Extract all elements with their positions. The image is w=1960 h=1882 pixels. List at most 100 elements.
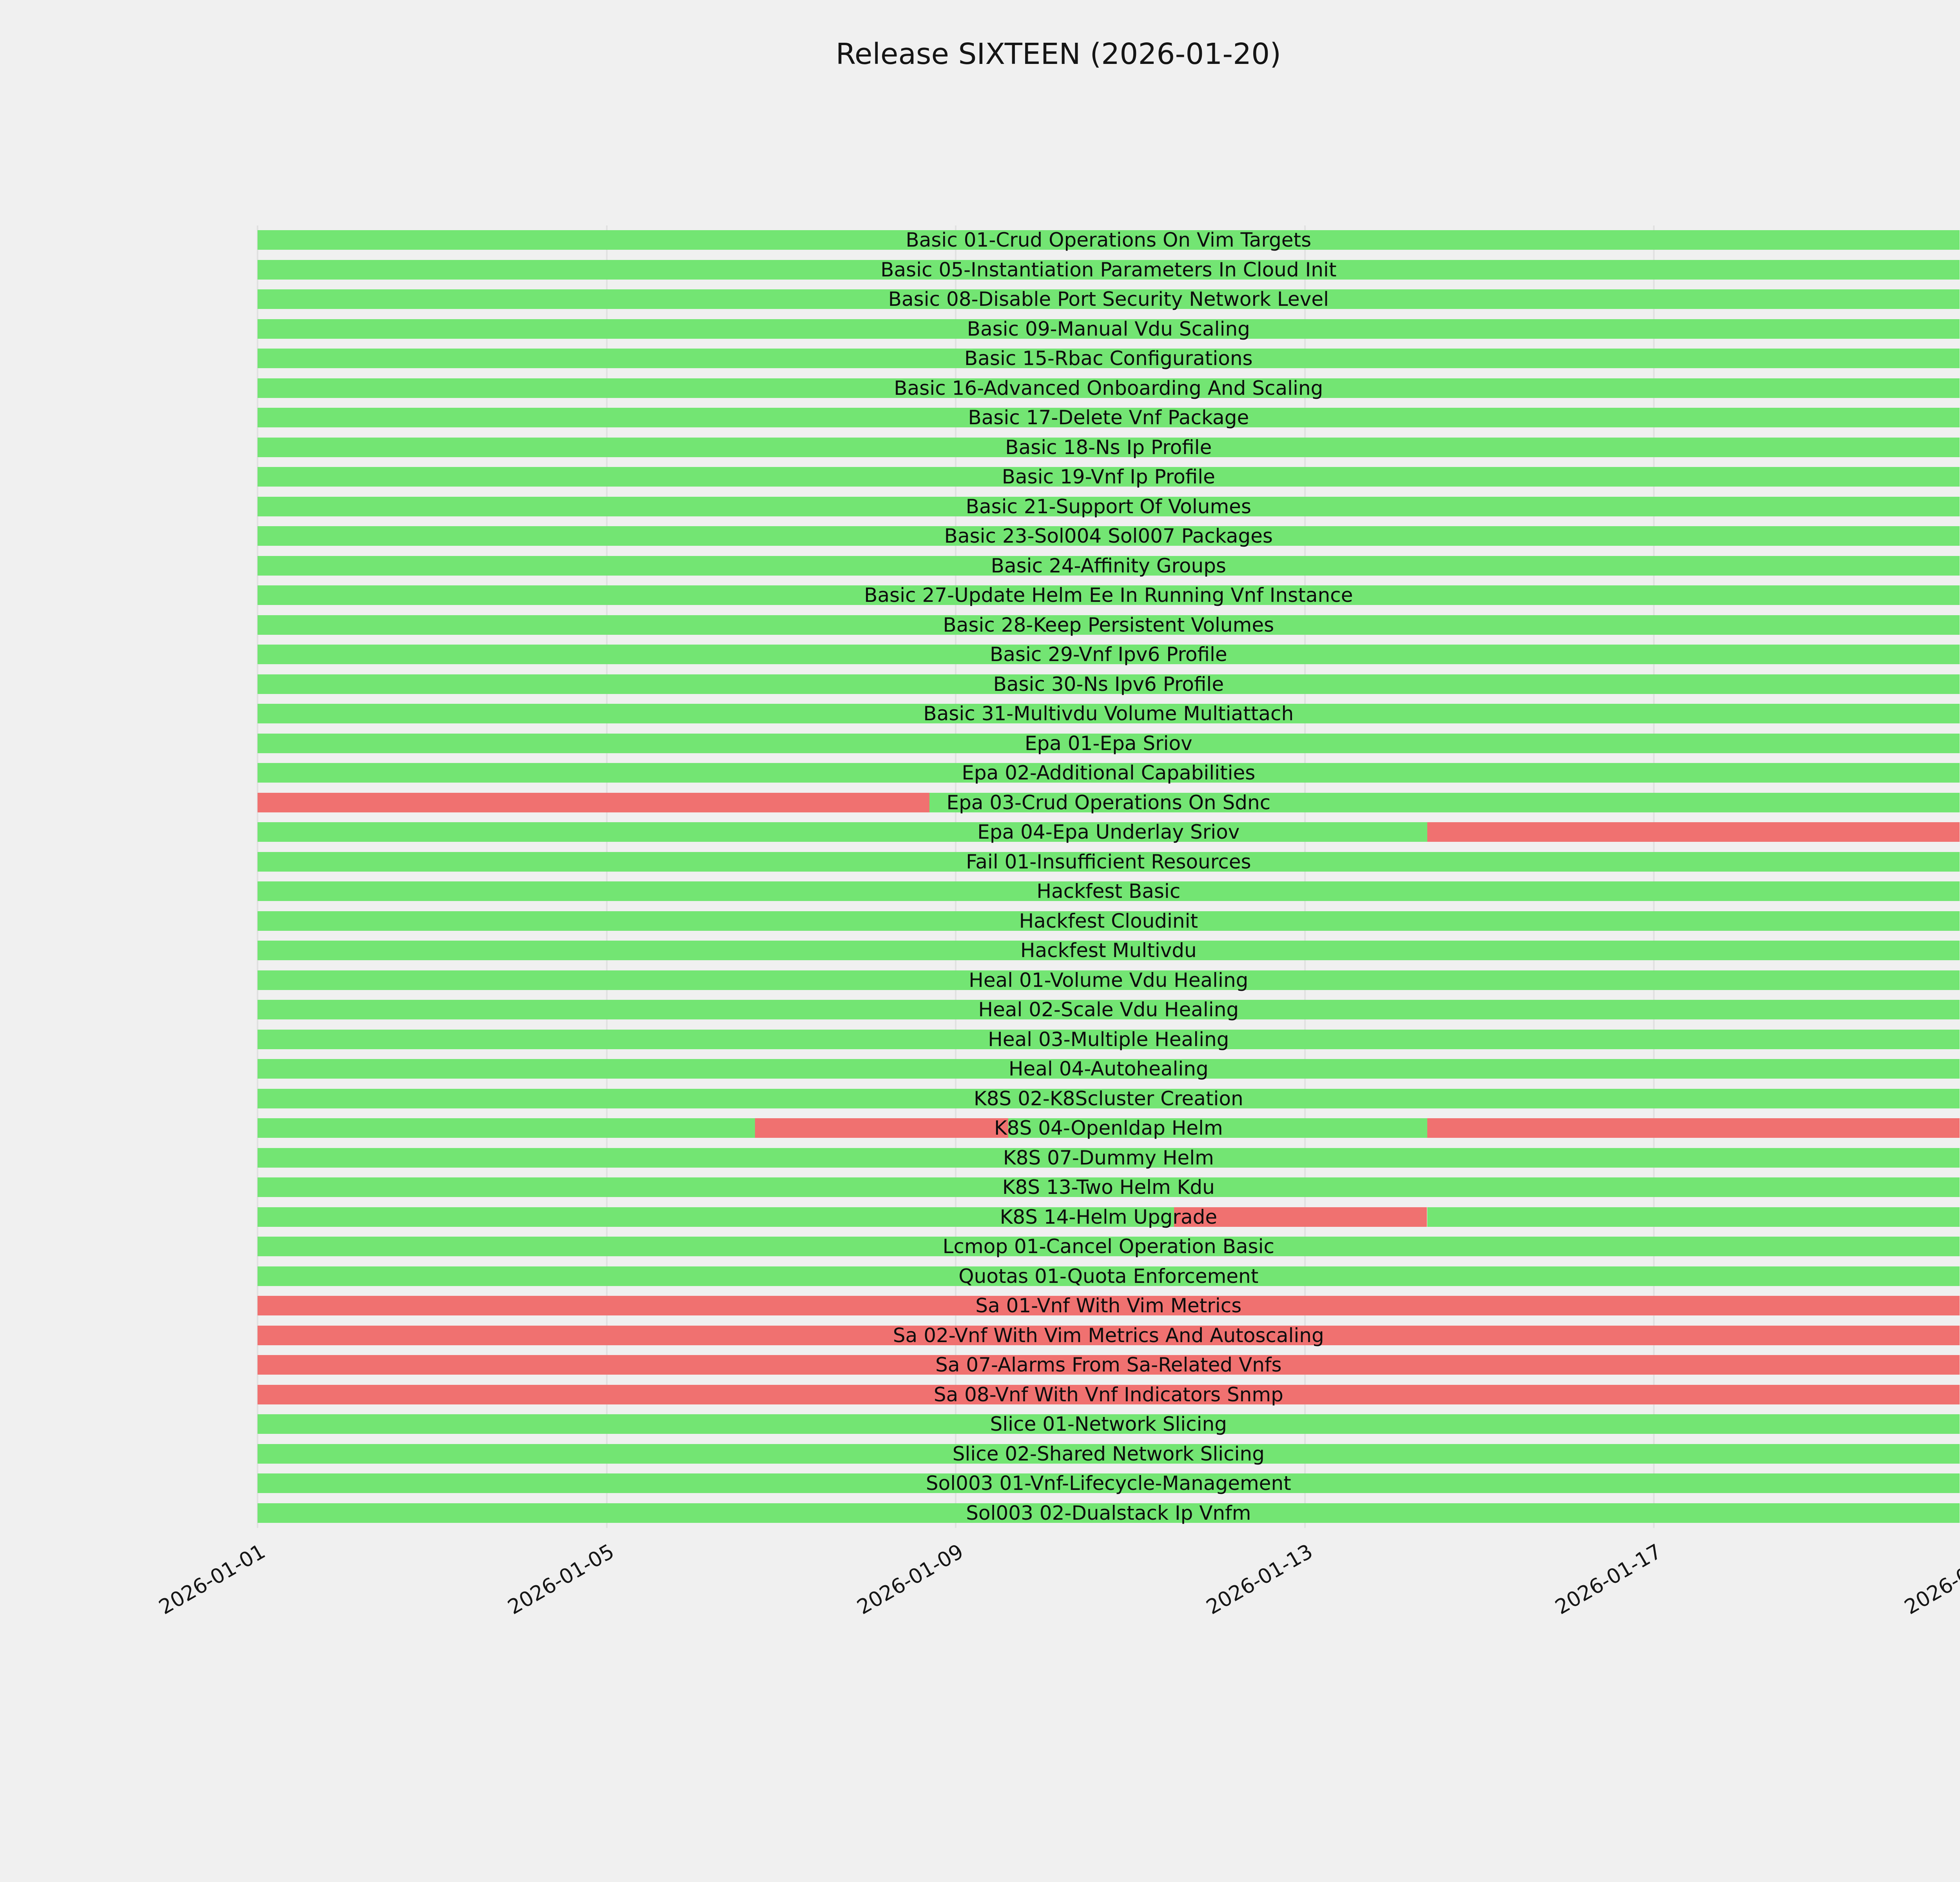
gantt-bar-segment-pass — [258, 674, 1960, 694]
task-label: Basic 08-Disable Port Security Network L… — [888, 288, 1329, 311]
task-row: Slice 01-Network Slicing — [258, 1410, 1960, 1439]
task-label: Basic 28-Keep Persistent Volumes — [943, 613, 1274, 636]
task-row: Heal 03-Multiple Healing — [258, 1025, 1960, 1054]
gantt-bar-segment-pass — [258, 1177, 1960, 1197]
task-row: Slice 02-Shared Network Slicing — [258, 1439, 1960, 1469]
task-label: Heal 04-Autohealing — [1008, 1057, 1209, 1080]
task-label: Heal 03-Multiple Healing — [988, 1028, 1229, 1051]
gantt-bar-segment-pass — [258, 1118, 755, 1138]
task-label: Slice 02-Shared Network Slicing — [952, 1442, 1265, 1465]
task-label: Sa 01-Vnf With Vim Metrics — [975, 1294, 1242, 1317]
task-label: K8S 13-Two Helm Kdu — [1002, 1176, 1215, 1199]
task-label: Basic 18-Ns Ip Profile — [1005, 436, 1212, 459]
gantt-bar-segment-fail — [258, 792, 930, 812]
task-row: Epa 01-Epa Sriov — [258, 729, 1960, 758]
task-label: Basic 21-Support Of Volumes — [965, 495, 1252, 518]
gantt-bar-segment-pass — [258, 319, 1960, 339]
task-row: Basic 16-Advanced Onboarding And Scaling — [258, 374, 1960, 403]
gantt-bar-segment-pass — [258, 704, 1960, 723]
x-tick-label: 2026-01-21 — [1900, 1540, 1960, 1620]
task-row: K8S 04-Openldap Helm — [258, 1114, 1960, 1143]
gantt-bar-segment-pass — [258, 437, 1960, 457]
gantt-bar-segment-pass — [258, 1237, 1960, 1256]
task-label: Epa 04-Epa Underlay Sriov — [977, 821, 1240, 843]
task-label: Basic 17-Delete Vnf Package — [968, 406, 1249, 429]
task-row: Lcmop 01-Cancel Operation Basic — [258, 1232, 1960, 1261]
task-row: Quotas 01-Quota Enforcement — [258, 1262, 1960, 1291]
task-label: K8S 02-K8Scluster Creation — [973, 1087, 1243, 1110]
task-label: Heal 01-Volume Vdu Healing — [969, 968, 1249, 992]
task-label: Basic 30-Ns Ipv6 Profile — [993, 672, 1224, 696]
task-label: Heal 02-Scale Vdu Healing — [978, 998, 1239, 1021]
task-row: K8S 02-K8Scluster Creation — [258, 1084, 1960, 1114]
task-row: Hackfest Cloudinit — [258, 906, 1960, 936]
task-label: Basic 05-Instantiation Parameters In Clo… — [880, 258, 1337, 281]
gantt-bar-segment-fail — [1174, 1207, 1427, 1227]
x-tick-label: 2026-01-13 — [1202, 1540, 1317, 1620]
task-label: Basic 15-Rbac Configurations — [964, 347, 1253, 370]
task-row: Hackfest Multivdu — [258, 936, 1960, 965]
task-row: K8S 14-Helm Upgrade — [258, 1203, 1960, 1232]
task-label: Sa 02-Vnf With Vim Metrics And Autoscali… — [893, 1324, 1324, 1347]
task-row: Basic 15-Rbac Configurations — [258, 344, 1960, 373]
task-row: Heal 01-Volume Vdu Healing — [258, 966, 1960, 995]
gantt-bar-segment-pass — [258, 230, 1960, 250]
gridline — [1653, 225, 1655, 1528]
task-row: Fail 01-Insufficient Resources — [258, 847, 1960, 877]
gantt-bar-segment-fail — [1427, 1118, 1960, 1138]
gantt-bar-segment-pass — [1427, 1207, 1960, 1227]
gridline — [1304, 225, 1306, 1528]
gantt-bar-segment-pass — [258, 260, 1960, 280]
task-label: Sol003 02-Dualstack Ip Vnfm — [966, 1501, 1251, 1524]
gantt-bar-segment-pass — [258, 1148, 1960, 1168]
task-label: Slice 01-Network Slicing — [990, 1413, 1227, 1435]
gantt-bar-segment-fail — [258, 1325, 1960, 1345]
gantt-bar-segment-fail — [258, 1384, 1960, 1404]
task-label: Sa 08-Vnf With Vnf Indicators Snmp — [933, 1383, 1283, 1406]
task-label: Epa 01-Epa Sriov — [1024, 732, 1192, 755]
gantt-bar-segment-pass — [258, 1503, 1960, 1523]
task-label: Basic 31-Multivdu Volume Multiattach — [923, 702, 1294, 725]
task-row: Basic 08-Disable Port Security Network L… — [258, 285, 1960, 314]
task-row: Basic 05-Instantiation Parameters In Clo… — [258, 255, 1960, 285]
task-row: Basic 29-Vnf Ipv6 Profile — [258, 640, 1960, 669]
task-label: Hackfest Multivdu — [1020, 939, 1197, 962]
task-row: Basic 30-Ns Ipv6 Profile — [258, 670, 1960, 699]
x-tick-label: 2026-01-05 — [504, 1540, 619, 1620]
task-label: Sa 07-Alarms From Sa-Related Vnfs — [935, 1353, 1282, 1376]
task-label: Basic 27-Update Helm Ee In Running Vnf I… — [864, 584, 1353, 607]
task-row: Basic 21-Support Of Volumes — [258, 492, 1960, 521]
task-label: Basic 24-Affinity Groups — [991, 554, 1226, 577]
task-label: Basic 19-Vnf Ip Profile — [1002, 465, 1215, 488]
task-row: Basic 01-Crud Operations On Vim Targets — [258, 225, 1960, 255]
task-row: Epa 02-Additional Capabilities — [258, 758, 1960, 788]
task-row: K8S 07-Dummy Helm — [258, 1143, 1960, 1173]
task-label: K8S 04-Openldap Helm — [994, 1117, 1223, 1139]
task-label: K8S 07-Dummy Helm — [1003, 1146, 1214, 1169]
task-label: Lcmop 01-Cancel Operation Basic — [942, 1235, 1274, 1258]
gantt-bar-segment-pass — [929, 792, 1960, 812]
gantt-bar-segment-pass — [258, 1473, 1960, 1493]
gantt-bar-segment-pass — [258, 615, 1960, 635]
gantt-bar-segment-pass — [258, 556, 1960, 576]
task-label: Basic 16-Advanced Onboarding And Scaling — [894, 376, 1323, 400]
task-row: Basic 17-Delete Vnf Package — [258, 403, 1960, 432]
task-row: Heal 02-Scale Vdu Healing — [258, 995, 1960, 1025]
gantt-bar-segment-pass — [258, 1000, 1960, 1019]
task-row: Sol003 01-Vnf-Lifecycle-Management — [258, 1469, 1960, 1498]
gantt-bar-segment-pass — [258, 1444, 1960, 1464]
task-row: Basic 28-Keep Persistent Volumes — [258, 610, 1960, 640]
task-row: Hackfest Basic — [258, 877, 1960, 906]
x-tick-label: 2026-01-01 — [155, 1540, 269, 1620]
task-row: Epa 03-Crud Operations On Sdnc — [258, 788, 1960, 817]
gantt-bar-segment-pass — [258, 645, 1960, 664]
gantt-bar-segment-pass — [258, 349, 1960, 368]
gantt-bar-segment-pass — [258, 911, 1960, 931]
x-tick-label: 2026-01-17 — [1551, 1540, 1666, 1620]
task-label: Basic 09-Manual Vdu Scaling — [967, 317, 1250, 340]
gridline — [257, 225, 258, 1528]
gantt-bar-segment-pass — [258, 585, 1960, 605]
gantt-bar-segment-pass — [258, 1088, 1960, 1108]
gantt-bar-segment-pass — [258, 408, 1960, 427]
